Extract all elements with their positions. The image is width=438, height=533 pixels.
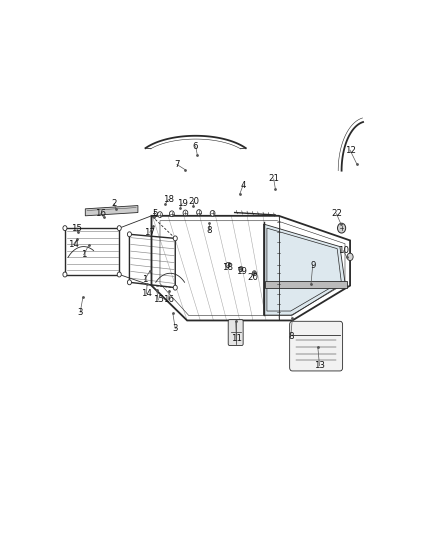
Circle shape bbox=[63, 272, 67, 277]
Polygon shape bbox=[265, 281, 346, 288]
Text: 20: 20 bbox=[248, 273, 259, 282]
Circle shape bbox=[197, 209, 201, 215]
Text: 15: 15 bbox=[153, 295, 164, 304]
Circle shape bbox=[173, 236, 177, 241]
Text: 5: 5 bbox=[152, 209, 158, 218]
Polygon shape bbox=[264, 224, 345, 315]
Circle shape bbox=[63, 225, 67, 231]
Text: 7: 7 bbox=[174, 160, 180, 169]
Text: 12: 12 bbox=[345, 146, 356, 155]
Text: 17: 17 bbox=[144, 228, 155, 237]
Circle shape bbox=[117, 225, 121, 231]
Text: 15: 15 bbox=[71, 224, 82, 232]
Circle shape bbox=[252, 271, 256, 276]
Text: 1: 1 bbox=[81, 251, 86, 259]
FancyBboxPatch shape bbox=[290, 321, 343, 371]
Text: 8: 8 bbox=[288, 333, 293, 341]
Text: 14: 14 bbox=[141, 289, 152, 298]
Text: 22: 22 bbox=[331, 209, 342, 218]
Text: 20: 20 bbox=[188, 197, 199, 206]
Text: 4: 4 bbox=[240, 181, 246, 190]
Circle shape bbox=[347, 253, 353, 261]
Text: 3: 3 bbox=[78, 308, 83, 317]
Text: 1: 1 bbox=[142, 275, 148, 284]
Circle shape bbox=[158, 212, 162, 217]
Circle shape bbox=[338, 223, 346, 233]
Text: 3: 3 bbox=[173, 324, 178, 333]
Circle shape bbox=[210, 211, 215, 216]
Text: 19: 19 bbox=[236, 266, 247, 276]
Text: 16: 16 bbox=[163, 295, 174, 304]
Text: 2: 2 bbox=[111, 199, 117, 208]
Text: 9: 9 bbox=[310, 261, 315, 270]
Text: 10: 10 bbox=[338, 246, 349, 255]
Circle shape bbox=[239, 266, 243, 272]
Polygon shape bbox=[85, 206, 138, 216]
Text: 13: 13 bbox=[314, 361, 325, 370]
Circle shape bbox=[170, 211, 174, 216]
Text: 11: 11 bbox=[231, 334, 242, 343]
Text: 18: 18 bbox=[223, 263, 233, 272]
Circle shape bbox=[127, 232, 131, 237]
Text: 16: 16 bbox=[95, 209, 106, 218]
Text: 6: 6 bbox=[193, 142, 198, 150]
Circle shape bbox=[117, 272, 121, 277]
Circle shape bbox=[226, 263, 230, 268]
Circle shape bbox=[127, 280, 131, 285]
Circle shape bbox=[183, 210, 188, 216]
FancyBboxPatch shape bbox=[228, 320, 243, 345]
Text: 19: 19 bbox=[177, 199, 187, 208]
Text: 8: 8 bbox=[206, 225, 212, 235]
Text: 21: 21 bbox=[268, 174, 279, 183]
Text: 18: 18 bbox=[163, 195, 174, 204]
Text: 14: 14 bbox=[68, 240, 79, 249]
Circle shape bbox=[173, 285, 177, 290]
